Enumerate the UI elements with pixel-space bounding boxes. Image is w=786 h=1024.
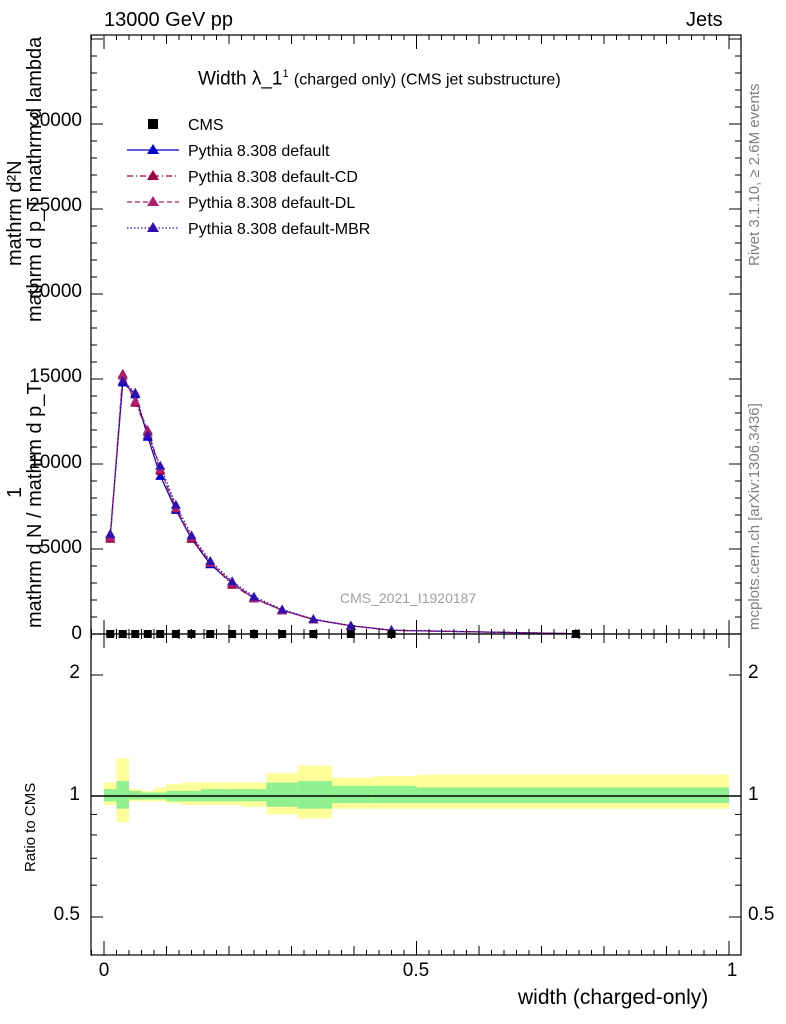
stat-band	[222, 789, 242, 802]
series-marker	[117, 375, 128, 385]
series-marker	[170, 499, 181, 509]
series-marker	[205, 555, 216, 565]
series-marker	[227, 576, 238, 586]
title-main: Width λ_1	[198, 68, 283, 90]
series-marker	[142, 430, 153, 440]
title-superscript: 1	[282, 68, 289, 80]
rivet-version-label: Rivet 3.1.10, ≥ 2.6M events	[746, 83, 763, 267]
header-process: Jets	[686, 9, 723, 31]
y-axis-label-denominator: mathrm d p_T mathrm d lambda	[24, 36, 46, 322]
legend-marker	[147, 170, 159, 180]
legend-entry: Pythia 8.308 default	[188, 143, 330, 160]
stat-band	[200, 789, 223, 802]
series-marker	[130, 396, 141, 406]
header-collision: 13000 GeV pp	[104, 9, 233, 31]
series-marker	[130, 387, 141, 397]
stat-band	[116, 780, 129, 809]
mcplots-label: mcplots.cern.ch [arXiv:1306.3436]	[746, 403, 763, 630]
y-tick-label: 15000	[29, 366, 82, 387]
y-tick-label: 30000	[29, 110, 82, 131]
legend-marker	[147, 222, 159, 232]
series-marker	[105, 528, 116, 538]
series-marker	[142, 425, 153, 434]
x-axis-label: width (charged-only)	[518, 986, 709, 1009]
legend: CMS Pythia 8.308 default Pythia 8.308 defa…	[127, 117, 370, 238]
stat-band	[372, 785, 417, 804]
ratio-y-tick-label-right: 1	[748, 784, 759, 805]
legend-entry: Pythia 8.308 default-MBR	[188, 221, 370, 238]
x-tick-label: 0	[98, 960, 110, 981]
series-marker	[155, 470, 166, 480]
stat-band	[241, 789, 267, 802]
stat-band	[129, 790, 142, 800]
legend-entry: Pythia 8.308 default-CD	[188, 169, 358, 186]
series-marker	[117, 370, 128, 380]
stat-band	[104, 789, 117, 802]
axes-ticks	[91, 35, 741, 955]
y-tick-label: 25000	[29, 195, 82, 216]
y-tick-label: 0	[71, 623, 82, 644]
stat-band	[297, 780, 333, 809]
mc-markers	[105, 368, 581, 638]
y-tick-label: 5000	[39, 537, 82, 558]
series-marker	[155, 460, 166, 470]
plot-title: Width λ_11 (charged only) (CMS jet subst…	[198, 68, 561, 90]
y-tick-label: 20000	[29, 281, 82, 302]
legend-marker-cms	[148, 119, 158, 129]
ratio-y-tick-label-right: 2	[748, 662, 759, 683]
legend-marker	[147, 144, 159, 154]
ratio-y-tick-label-left: 0.5	[53, 904, 80, 925]
y-tick-label: 10000	[29, 452, 82, 473]
ratio-y-tick-label-left: 1	[69, 784, 80, 805]
ratio-y-tick-label-right: 0.5	[748, 904, 775, 925]
series-marker	[277, 604, 288, 614]
legend-marker	[147, 196, 159, 206]
ratio-y-tick-label-left: 2	[69, 662, 80, 683]
series-marker	[249, 591, 259, 601]
y-axis-label-normalisation: mathrm d N / mathrm d p_T	[24, 382, 46, 628]
series-marker	[186, 530, 197, 540]
legend-entry: Pythia 8.308 default-DL	[188, 195, 355, 212]
legend-entry: CMS	[188, 117, 224, 134]
series-marker	[308, 614, 319, 624]
x-tick-label: 1	[726, 960, 738, 981]
stat-band	[266, 782, 298, 807]
analysis-watermark: CMS_2021_I1920187	[340, 590, 477, 606]
x-tick-label: 0.5	[402, 960, 430, 981]
title-suffix: (charged only) (CMS jet substructure)	[293, 71, 561, 89]
series-marker	[345, 620, 356, 630]
ratio-uncertainty-bands	[91, 758, 741, 823]
stat-band	[332, 785, 373, 804]
